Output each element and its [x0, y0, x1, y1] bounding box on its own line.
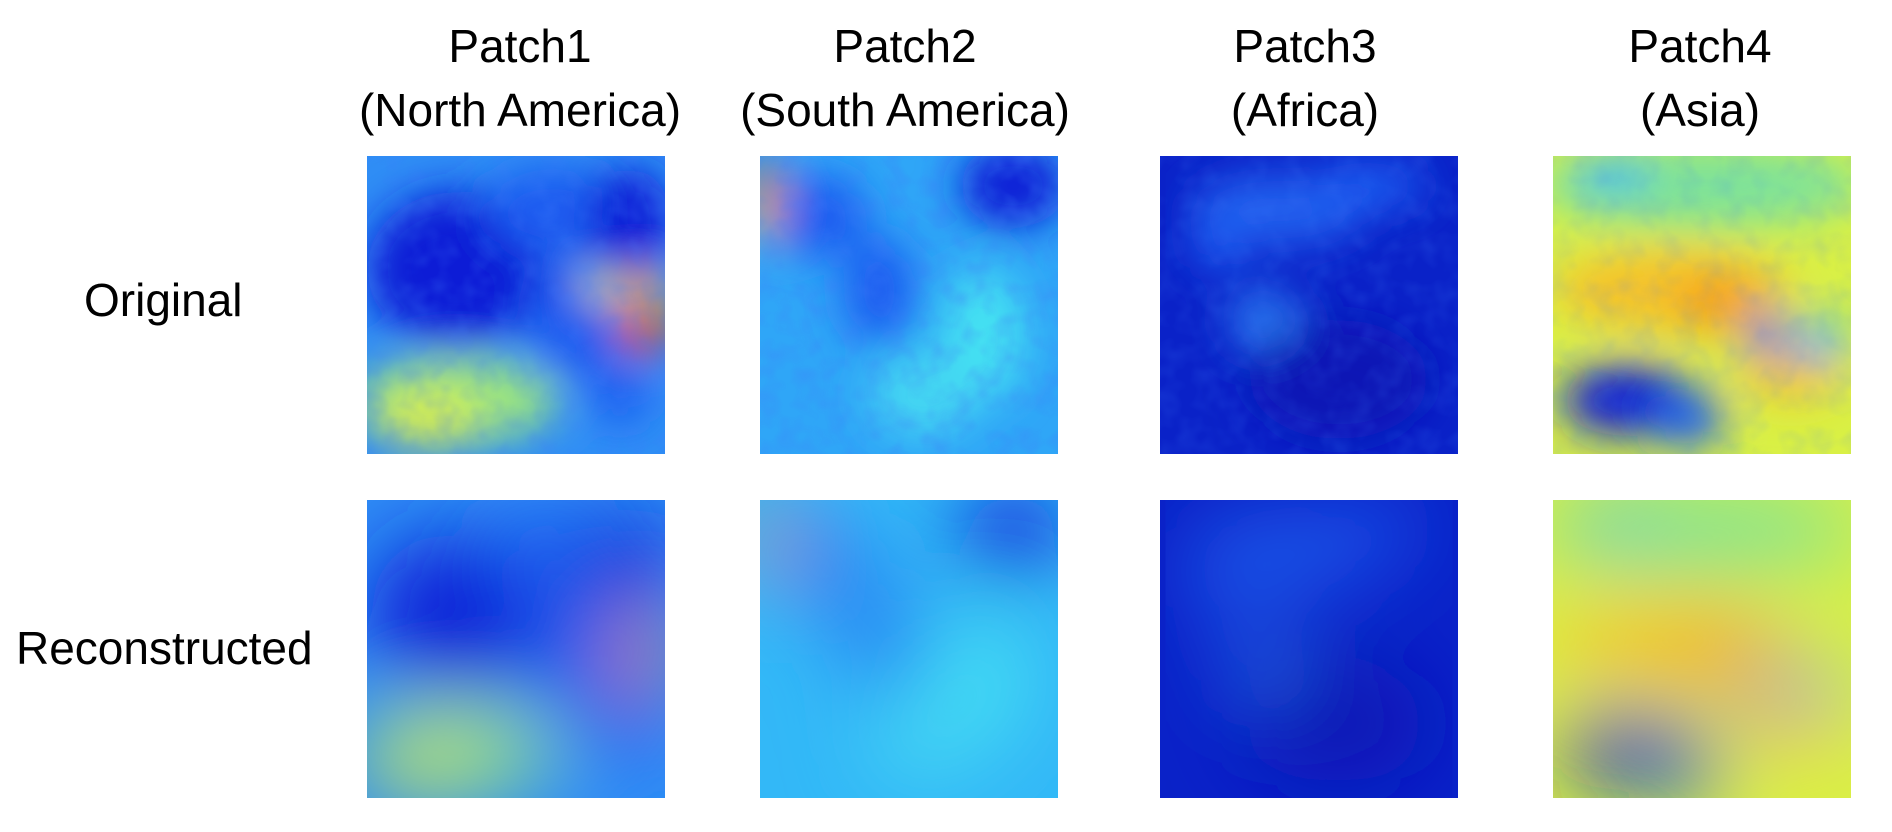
column-title: Patch1	[448, 20, 592, 72]
column-header-patch1: Patch1 (North America)	[340, 14, 700, 142]
column-region: (North America)	[358, 84, 682, 136]
column-title: Patch4	[1628, 20, 1772, 72]
heatmap-reconstructed-patch3	[1160, 500, 1458, 798]
column-title: Patch3	[1233, 20, 1377, 72]
heatmap-reconstructed-patch2	[760, 500, 1058, 798]
column-region: (Africa)	[1230, 84, 1380, 136]
column-header-patch4: Patch4 (Asia)	[1520, 14, 1880, 142]
row-label-original: Original	[84, 274, 243, 326]
heatmap-reconstructed-patch1	[367, 500, 665, 798]
heatmap-original-patch4	[1553, 156, 1851, 454]
row-label-reconstructed: Reconstructed	[16, 622, 313, 674]
column-region: (South America)	[740, 84, 1070, 136]
heatmap-reconstructed-patch4	[1553, 500, 1851, 798]
heatmap-original-patch3	[1160, 156, 1458, 454]
column-header-patch3: Patch3 (Africa)	[1125, 14, 1485, 142]
column-region: (Asia)	[1639, 84, 1761, 136]
column-header-patch2: Patch2 (South America)	[725, 14, 1085, 142]
heatmap-original-patch1	[367, 156, 665, 454]
heatmap-original-patch2	[760, 156, 1058, 454]
column-title: Patch2	[833, 20, 977, 72]
